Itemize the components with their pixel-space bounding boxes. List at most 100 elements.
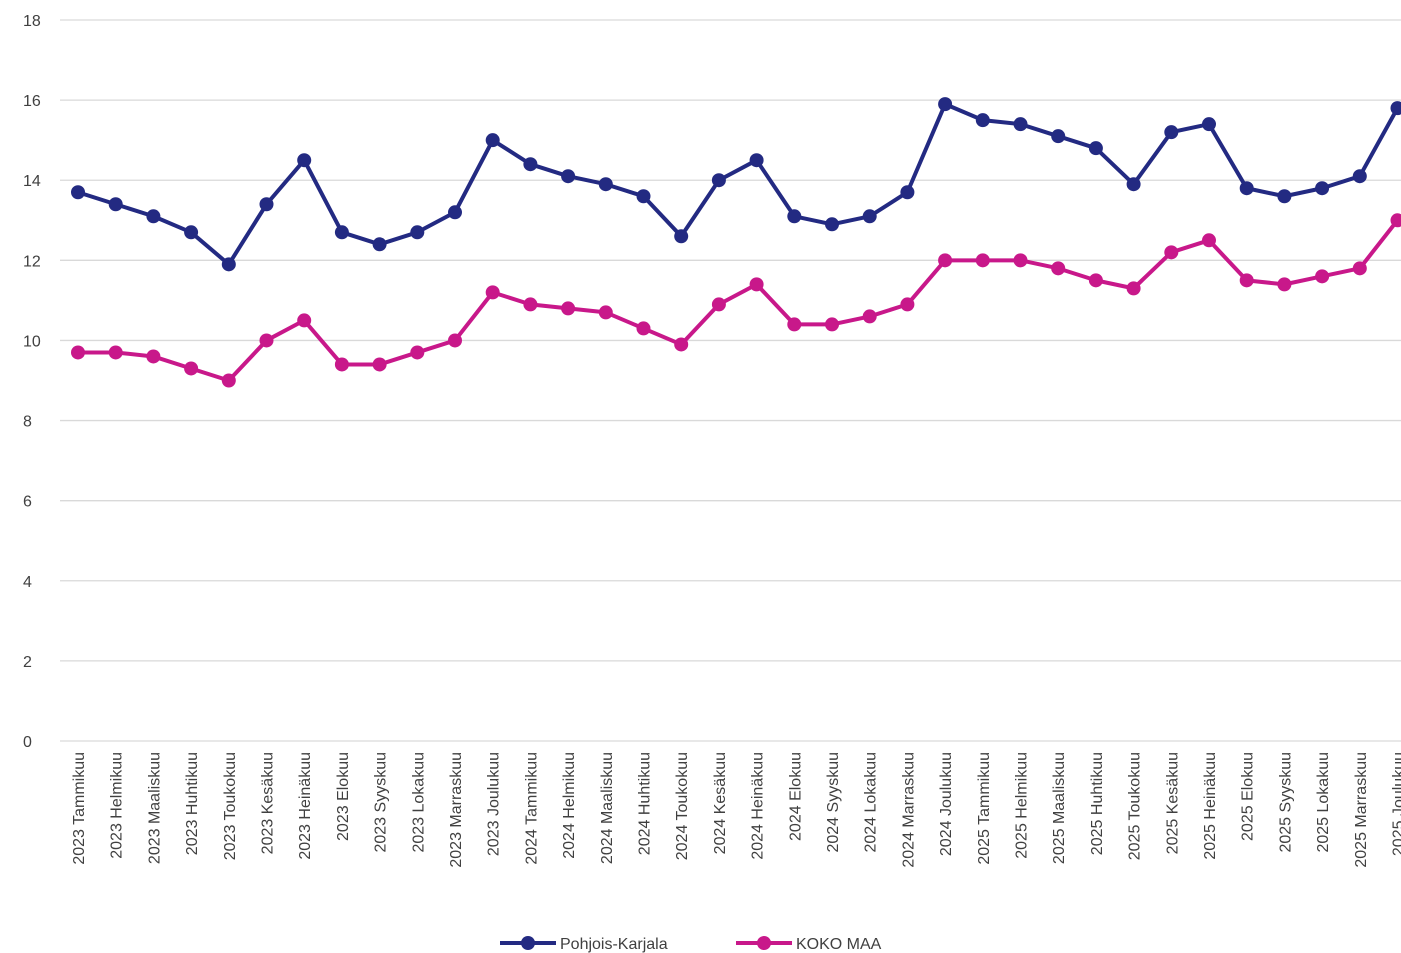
x-tick-label: 2024 Syyskuu (825, 752, 842, 853)
x-tick-label: 2023 Kesäkuu (260, 752, 277, 854)
x-tick-label: 2024 Kesäkuu (712, 752, 729, 854)
x-tick-label: 2024 Heinäkuu (750, 752, 767, 860)
data-point (184, 225, 199, 240)
data-point (410, 345, 425, 360)
data-point (711, 173, 726, 188)
series-line (77, 102, 1400, 267)
data-point (938, 97, 953, 112)
x-tick-label: 2023 Marraskuu (448, 752, 465, 868)
x-tick-label: 2025 Helmikuu (1014, 752, 1031, 859)
data-point (975, 113, 990, 128)
data-point (1239, 273, 1254, 288)
x-tick-label: 2025 Toukokuu (1127, 752, 1144, 860)
x-tick-label: 2025 Tammikuu (976, 752, 993, 865)
legend-label: Pohjois-Karjala (560, 936, 668, 953)
x-tick-label: 2024 Tammikuu (523, 752, 540, 865)
data-point (674, 337, 689, 352)
y-tick-label: 14 (23, 173, 41, 190)
data-point (448, 333, 462, 348)
data-point (1051, 129, 1066, 144)
data-point (259, 197, 274, 212)
data-point (108, 345, 123, 360)
data-point (334, 225, 349, 240)
data-point (1051, 261, 1066, 276)
data-point (297, 313, 312, 328)
data-point (485, 285, 500, 300)
data-point (410, 225, 425, 240)
y-tick-label: 10 (23, 333, 41, 350)
series-line (78, 219, 1400, 383)
y-tick-label: 8 (23, 414, 32, 431)
data-point (862, 309, 877, 324)
data-point (1164, 125, 1179, 140)
data-point (636, 321, 651, 336)
x-tick-label: 2023 Syyskuu (373, 752, 390, 853)
data-point (561, 169, 576, 184)
data-point (561, 301, 576, 316)
data-point (711, 297, 726, 312)
data-point (787, 209, 802, 224)
data-point (221, 373, 236, 388)
x-tick-label: 2025 Joulukuu (1391, 752, 1401, 856)
x-tick-label: 2025 Syyskuu (1277, 752, 1294, 853)
data-point (862, 209, 877, 224)
data-point (146, 349, 161, 364)
x-tick-label: 2025 Kesäkuu (1164, 752, 1181, 854)
x-tick-label: 2023 Joulukuu (486, 752, 503, 856)
data-point (938, 253, 953, 268)
x-tick-label: 2023 Huhtikuu (184, 752, 201, 855)
data-point (334, 357, 349, 372)
data-point (71, 185, 85, 200)
x-tick-label: 2025 Heinäkuu (1202, 752, 1219, 860)
data-point (1088, 141, 1103, 156)
y-tick-label: 18 (23, 13, 41, 30)
x-tick-label: 2025 Elokuu (1240, 752, 1257, 841)
y-tick-label: 16 (23, 93, 41, 110)
y-tick-label: 0 (23, 734, 32, 751)
data-point (297, 153, 312, 168)
x-tick-label: 2024 Huhtikuu (637, 752, 654, 855)
legend-label: KOKO MAA (796, 936, 882, 953)
data-point (1352, 169, 1367, 184)
y-tick-label: 4 (23, 574, 32, 591)
x-tick-label: 2023 Toukokuu (222, 752, 239, 860)
data-point (372, 357, 387, 372)
data-point (372, 237, 387, 252)
x-tick-label: 2023 Lokakuu (410, 752, 427, 853)
x-tick-label: 2023 Tammikuu (71, 752, 88, 865)
data-point (900, 185, 915, 200)
y-tick-label: 6 (23, 494, 32, 511)
x-tick-label: 2024 Joulukuu (938, 752, 955, 856)
data-point (674, 229, 689, 244)
legend-marker (521, 936, 535, 950)
data-point (975, 253, 990, 268)
x-tick-label: 2025 Maaliskuu (1051, 752, 1068, 864)
data-point (146, 209, 161, 224)
data-point (259, 333, 274, 348)
data-point (1315, 269, 1330, 284)
data-point (1202, 117, 1216, 132)
data-point (221, 257, 236, 272)
data-point (1277, 277, 1292, 292)
data-point (485, 133, 500, 148)
x-tick-label: 2024 Lokakuu (863, 752, 880, 853)
data-point (825, 217, 839, 232)
data-point (1126, 177, 1141, 192)
data-point (1164, 245, 1179, 260)
data-point (184, 361, 199, 376)
data-point (1352, 261, 1367, 276)
data-point (598, 177, 613, 192)
data-point (1390, 213, 1401, 228)
x-tick-label: 2024 Marraskuu (900, 752, 917, 868)
data-point (1315, 181, 1330, 196)
data-point (825, 317, 839, 332)
data-point (749, 153, 764, 168)
data-point (1013, 117, 1028, 132)
data-point (1126, 281, 1141, 296)
data-point (1013, 253, 1028, 268)
legend-marker (757, 936, 771, 950)
data-point (1202, 233, 1216, 248)
data-point (598, 305, 613, 320)
